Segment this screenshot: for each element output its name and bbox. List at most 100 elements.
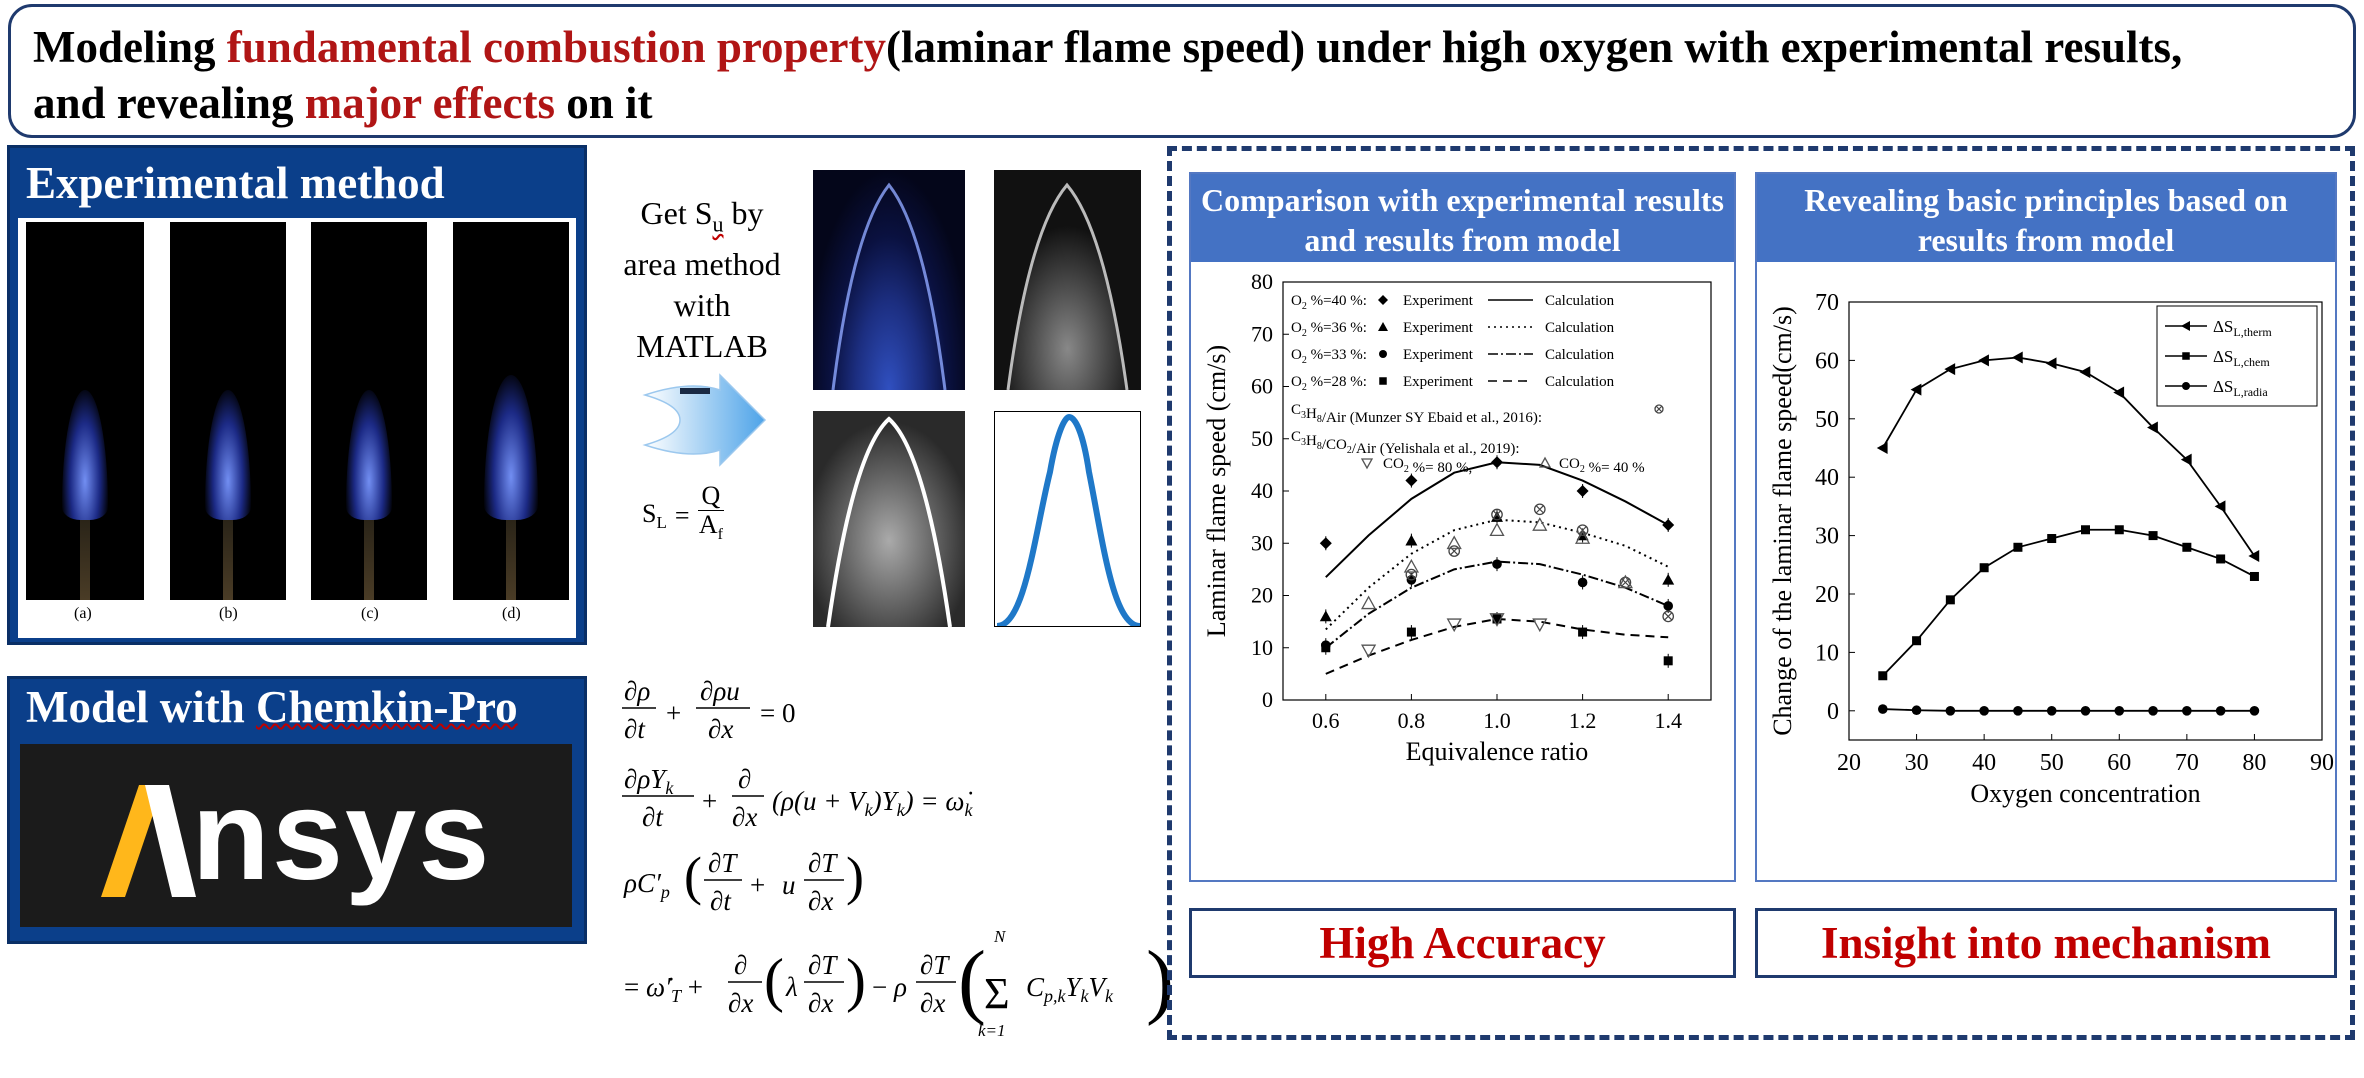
y-tick-label: 40 [1251,478,1273,503]
data-point [2249,571,2259,581]
calc-line-3 [1325,618,1669,675]
calc-line-2 [1325,560,1669,649]
flame-photo-b [170,222,286,600]
svg-text:Σ: Σ [984,969,1010,1018]
x-tick-label: 90 [2310,750,2334,776]
legend-label: ΔSL,radia [2213,377,2268,399]
svg-text:∂T: ∂T [808,848,838,878]
legend-exp: Experiment [1403,347,1474,363]
data-point [2080,706,2091,716]
legend-label: O2 %=33 %: [1291,347,1367,366]
ansys-logo: nsys [20,744,572,927]
data-point [1910,383,1922,396]
data-point [1945,706,1956,716]
data-point [1662,518,1675,531]
data-point [1532,618,1548,633]
legend-calc: Calculation [1545,293,1615,309]
data-point [1945,595,1955,605]
data-point [2148,531,2158,541]
svg-text:): ) [846,846,864,906]
y-axis-label: Change of the laminar flame speed(cm/s) [1768,306,1797,736]
svg-text:∂T: ∂T [708,848,738,878]
data-point [1577,577,1588,588]
y-tick-label: 20 [1815,582,1839,608]
y-tick-label: 40 [1815,465,1839,491]
svg-text:∂t: ∂t [710,886,732,916]
comparison-chart-panel: Comparison with experimental results and… [1189,172,1736,882]
svg-text:): ) [846,947,866,1013]
data-point [1574,530,1591,544]
data-point [1911,705,1922,716]
y-tick-label: 10 [1815,640,1839,666]
ansys-logo-box [20,744,572,927]
legend-marker [1379,377,1387,385]
series-line-1 [1882,528,2255,677]
flame-image-gray [994,170,1141,390]
data-point [1491,456,1503,469]
data-point [1944,363,1956,376]
svg-text:∂t: ∂t [624,714,646,744]
data-point [1405,534,1418,546]
area-method-text: Get Su by area method with MATLAB [623,195,781,365]
data-point [1321,643,1331,653]
x-tick-label: 80 [2242,750,2266,776]
y-tick-label: 30 [1251,530,1273,555]
legend-marker [2182,382,2190,390]
legend-marker [2182,352,2190,360]
x-tick-label: 0.6 [1312,708,1340,733]
x-tick-label: 20 [1837,750,1861,776]
svg-text:∂x: ∂x [920,988,945,1018]
comparison-chart: 0 10 20 30 40 50 60 70 80 0.6 0.8 1.0 1.2 1.4 Equivale… [1202,269,1712,766]
svg-text:+: + [702,786,717,816]
svg-text:− ρ: − ρ [872,972,907,1002]
svg-text:∂t: ∂t [642,802,664,832]
data-point [1360,595,1377,610]
data-point [1878,671,1888,681]
principles-chart-panel: Revealing basic principles based on resu… [1755,172,2337,882]
y-tick-label: 0 [1262,687,1273,712]
legend-label: O2 %=40 %: [1291,293,1367,312]
comparison-chart-header: Comparison with experimental results and… [1191,174,1734,262]
svg-text:= 0: = 0 [760,698,795,728]
series-line-0 [1882,356,2256,557]
svg-text:λ: λ [785,972,798,1002]
legend-marker [1378,322,1388,331]
data-point [1319,537,1332,550]
svg-text:∂T: ∂T [920,950,950,980]
data-point [1533,503,1546,516]
data-point [1662,610,1675,623]
flame-profile-curve [994,411,1141,627]
principles-chart: 0 10 20 30 40 50 60 70 20 30 40 50 60 70 80 90 Oxygen co… [1768,290,2334,808]
y-tick-label: 60 [1251,374,1273,399]
data-point [2215,706,2226,716]
data-point [2046,706,2057,716]
x-tick-label: 60 [2107,750,2131,776]
legend-marker [1378,295,1388,305]
x-tick-label: 1.2 [1569,708,1597,733]
x-tick-label: 40 [1972,750,1996,776]
data-point [1578,627,1588,637]
data-point [1663,656,1673,666]
data-point [2081,525,2090,535]
data-point [1877,704,1888,714]
data-point [2114,525,2124,535]
svg-text:(: ( [684,846,702,906]
svg-text:(: ( [958,934,986,1027]
data-point [1403,558,1420,573]
flame-image-blue [813,170,965,390]
data-point [2248,550,2260,563]
data-point [2147,421,2158,434]
data-point [2114,706,2125,716]
right-arrow-icon [642,373,767,467]
eq4: = ω̇′T + [624,972,703,1006]
svg-text:N: N [993,927,1007,946]
data-point [2214,500,2226,513]
data-point [1489,613,1505,627]
data-point [1406,627,1416,637]
data-point [2148,706,2158,716]
y-tick-label: 60 [1815,348,1839,374]
data-point [1663,601,1673,611]
data-point [1662,573,1675,585]
x-tick-label: 30 [1905,750,1929,776]
svg-text:u: u [782,870,796,900]
